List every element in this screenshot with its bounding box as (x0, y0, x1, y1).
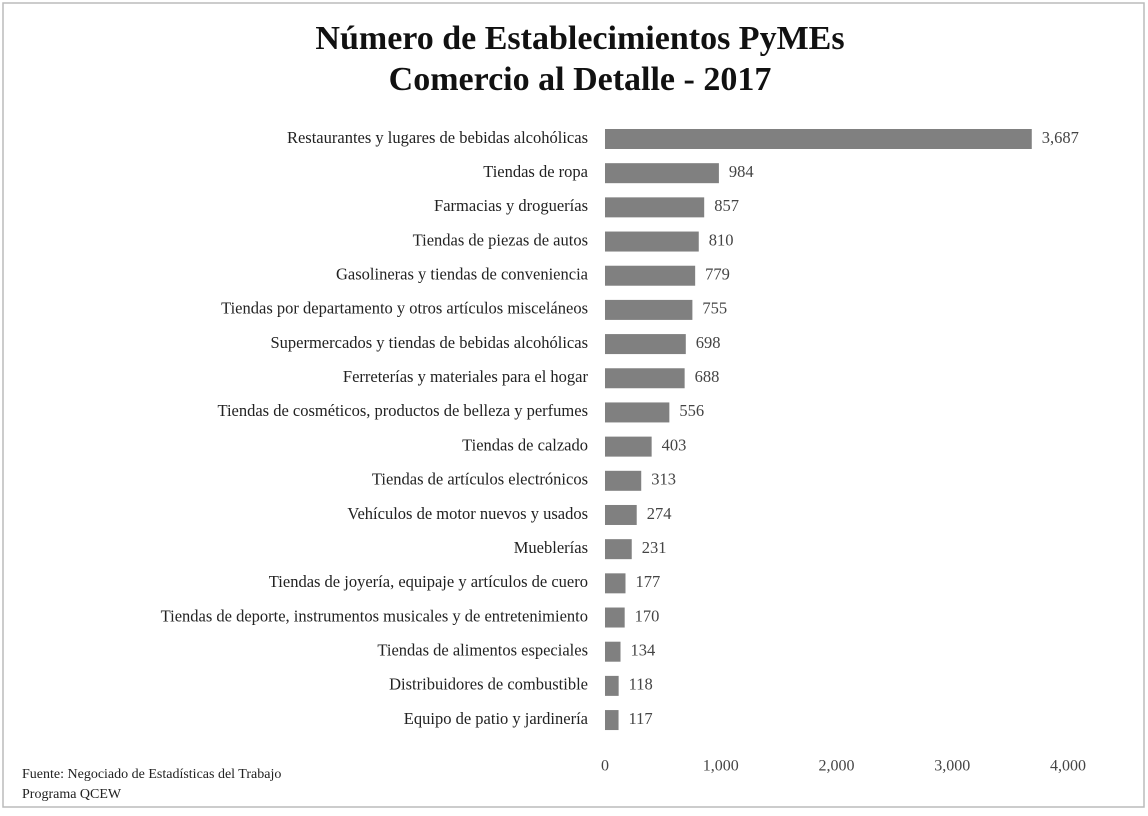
bar (605, 710, 619, 731)
value-label: 134 (631, 640, 656, 659)
category-label: Tiendas de calzado (462, 435, 588, 454)
x-tick-label: 2,000 (819, 758, 855, 775)
value-label: 170 (635, 606, 660, 625)
bar (605, 402, 670, 423)
value-label: 177 (635, 572, 660, 591)
x-tick-label: 4,000 (1050, 758, 1086, 775)
x-tick-label: 0 (601, 758, 609, 775)
category-label: Tiendas de cosméticos, productos de bell… (217, 401, 588, 420)
bar (605, 573, 626, 594)
category-label: Farmacias y droguerías (434, 196, 588, 215)
value-label: 231 (642, 538, 667, 557)
bar (605, 436, 652, 457)
value-label: 698 (696, 333, 721, 352)
value-label: 274 (647, 504, 672, 523)
bar (605, 607, 625, 628)
category-label: Distribuidores de combustible (389, 675, 588, 694)
value-label: 984 (729, 162, 754, 181)
value-label: 688 (695, 367, 720, 386)
bar (605, 197, 705, 218)
bar (605, 129, 1032, 149)
category-label: Tiendas por departamento y otros artícul… (221, 299, 588, 318)
value-label: 755 (702, 299, 727, 318)
category-label: Gasolineras y tiendas de conveniencia (336, 265, 589, 284)
value-label: 403 (662, 435, 687, 454)
x-tick-label: 1,000 (703, 758, 739, 775)
category-label: Tiendas de deporte, instrumentos musical… (161, 606, 588, 625)
bar (605, 539, 632, 560)
category-label: Tiendas de joyería, equipaje y artículos… (269, 572, 588, 591)
value-label: 313 (651, 470, 676, 489)
chart-title: Número de Establecimientos PyMEs (315, 20, 844, 57)
x-tick-label: 3,000 (934, 758, 970, 775)
value-label: 779 (705, 265, 730, 284)
source: Fuente: Negociado de Estadísticas del Tr… (22, 767, 281, 782)
bar (605, 675, 619, 696)
category-label: Mueblerías (514, 538, 588, 557)
category-label: Equipo de patio y jardinería (404, 709, 589, 728)
category-label: Vehículos de motor nuevos y usados (347, 504, 588, 523)
value-label: 810 (709, 230, 734, 249)
bar (605, 231, 699, 252)
category-label: Restaurantes y lugares de bebidas alcohó… (287, 128, 588, 147)
bar (605, 299, 693, 320)
bar (605, 265, 696, 286)
chart-subtitle: Comercio al Detalle - 2017 (389, 61, 772, 98)
bar (605, 470, 642, 491)
bar (605, 641, 621, 662)
category-label: Tiendas de ropa (483, 162, 588, 181)
category-label: Tiendas de artículos electrónicos (372, 470, 588, 489)
bar (605, 334, 686, 355)
value-label: 118 (629, 675, 653, 694)
category-label: Tiendas de alimentos especiales (377, 640, 588, 659)
value-label: 857 (714, 196, 739, 215)
bar (605, 504, 637, 525)
value-label: 117 (629, 709, 653, 728)
bar (605, 368, 685, 389)
bar (605, 163, 719, 184)
source: Programa QCEW (22, 787, 122, 802)
value-label: 3,687 (1042, 128, 1079, 147)
category-label: Ferreterías y materiales para el hogar (343, 367, 589, 386)
value-label: 556 (679, 401, 704, 420)
category-label: Supermercados y tiendas de bebidas alcoh… (270, 333, 588, 352)
category-label: Tiendas de piezas de autos (413, 230, 588, 249)
